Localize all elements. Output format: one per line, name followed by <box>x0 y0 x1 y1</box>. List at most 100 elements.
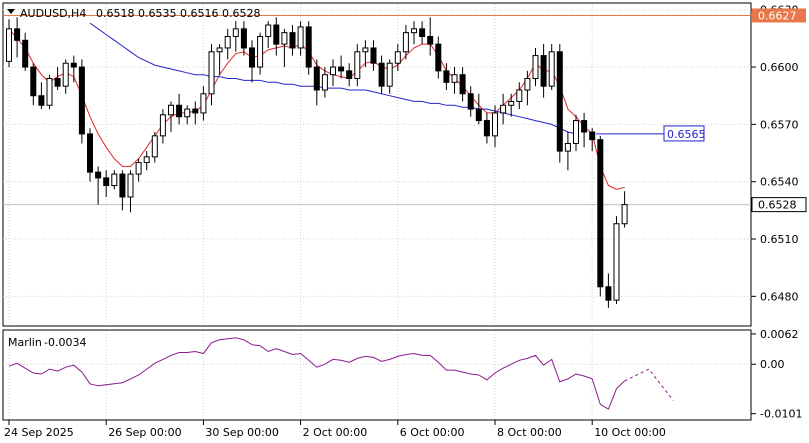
bearish-candle <box>38 95 45 106</box>
bearish-candle <box>78 66 85 135</box>
bearish-candle <box>589 131 596 141</box>
bullish-candle <box>265 24 272 37</box>
bearish-candle <box>273 24 280 45</box>
bearish-candle <box>338 66 345 72</box>
bullish-candle <box>354 51 361 80</box>
ohlc-readout: 0.6518 0.6535 0.6516 0.6528 <box>96 7 260 20</box>
bullish-candle <box>46 78 53 106</box>
indicator-projection <box>624 368 674 401</box>
indicator-value: -0.0034 <box>44 336 86 349</box>
bullish-candle <box>411 28 417 34</box>
bearish-candle <box>240 28 247 49</box>
price-tick-label: 0.6480 <box>760 290 799 303</box>
bullish-candle <box>330 66 336 76</box>
bearish-candle <box>22 39 29 68</box>
bullish-candle <box>451 74 458 83</box>
bullish-candle <box>143 156 150 164</box>
indicator-panel-frame <box>2 329 752 421</box>
bearish-candle <box>435 43 442 72</box>
bearish-candle <box>378 62 385 87</box>
bullish-candle <box>402 32 409 53</box>
bearish-candle <box>419 28 426 37</box>
price-tick-label: 0.6510 <box>760 233 799 246</box>
bearish-candle <box>427 35 434 45</box>
bearish-candle <box>540 55 547 87</box>
bearish-candle <box>103 177 110 187</box>
bearish-candle <box>313 66 320 91</box>
bullish-candle <box>208 51 215 95</box>
price-tick-label: 0.6570 <box>760 118 799 131</box>
current-price-label: 0.6528 <box>758 199 797 212</box>
bearish-candle <box>556 51 563 152</box>
bullish-candle <box>516 89 523 102</box>
ma-annotation-label: 0.6565 <box>667 128 706 141</box>
price-tick-label: 0.6600 <box>760 61 799 74</box>
indicator-tick-label: -0.0101 <box>760 408 802 421</box>
bullish-candle <box>111 173 118 187</box>
bullish-candle <box>281 32 288 45</box>
bearish-candle <box>597 139 604 288</box>
bearish-candle <box>605 286 612 301</box>
bullish-candle <box>532 55 539 80</box>
bullish-candle <box>621 204 628 225</box>
bearish-candle <box>14 28 21 41</box>
bearish-candle <box>467 93 474 110</box>
bullish-candle <box>224 35 231 49</box>
bearish-candle <box>475 108 482 122</box>
bearish-candle <box>346 70 353 80</box>
bullish-candle <box>321 74 328 91</box>
bearish-candle <box>87 133 93 173</box>
bearish-candle <box>443 70 450 83</box>
bullish-candle <box>168 104 174 116</box>
time-tick-label: 2 Oct 00:00 <box>303 426 368 439</box>
bearish-candle <box>119 173 126 198</box>
red-moving-average-line <box>8 28 625 190</box>
time-tick-label: 26 Sep 00:00 <box>108 426 181 439</box>
symbol-label: AUDUSD,H4 <box>20 7 86 20</box>
bullish-candle <box>362 47 369 53</box>
bullish-candle <box>613 223 620 301</box>
bullish-candle <box>394 51 401 64</box>
bullish-candle <box>216 47 223 53</box>
ma-annotation-box <box>663 125 705 142</box>
indicator-tick-label: 0.0062 <box>760 328 799 341</box>
time-tick-label: 8 Oct 00:00 <box>497 426 562 439</box>
bullish-candle <box>257 35 264 68</box>
bullish-candle <box>386 62 393 87</box>
time-tick-label: 24 Sep 2025 <box>4 426 74 439</box>
bullish-candle <box>135 162 142 175</box>
bearish-candle <box>176 104 183 118</box>
bullish-candle <box>62 62 69 87</box>
bullish-candle <box>564 142 571 152</box>
bullish-candle <box>159 114 166 137</box>
bullish-candle <box>500 104 507 114</box>
bullish-candle <box>492 112 498 137</box>
bearish-candle <box>459 74 466 95</box>
bullish-candle <box>232 28 239 37</box>
bearish-candle <box>192 108 199 114</box>
current-price-box <box>751 197 807 213</box>
bearish-candle <box>30 66 37 97</box>
bearish-candle <box>289 32 296 49</box>
level-price-box <box>752 8 806 23</box>
bullish-candle <box>508 100 515 106</box>
bearish-candle <box>581 120 588 133</box>
symbol-dropdown-icon[interactable] <box>7 9 15 14</box>
bearish-candle <box>54 78 61 87</box>
bearish-candle <box>370 47 377 64</box>
bullish-candle <box>6 28 12 62</box>
bearish-candle <box>305 26 312 68</box>
price-panel-frame <box>2 2 752 327</box>
bullish-candle <box>184 108 191 118</box>
time-tick-label: 10 Oct 00:00 <box>594 426 666 439</box>
time-tick-label: 30 Sep 00:00 <box>205 426 278 439</box>
bearish-candle <box>95 171 102 179</box>
bullish-candle <box>200 93 207 114</box>
time-tick-label: 6 Oct 00:00 <box>400 426 465 439</box>
level-price-label: 0.6627 <box>758 9 797 22</box>
bearish-candle <box>483 120 490 137</box>
bearish-candle <box>70 62 77 68</box>
indicator-line <box>8 337 625 410</box>
